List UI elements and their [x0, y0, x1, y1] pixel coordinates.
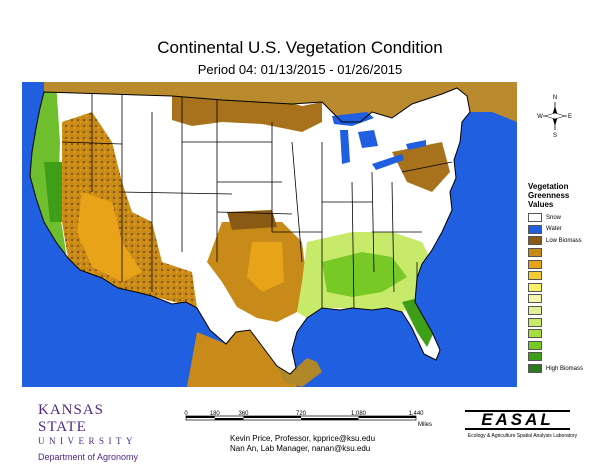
map-title: Continental U.S. Vegetation Condition [157, 38, 443, 57]
legend-item [528, 305, 594, 317]
scale-tick-label: 180 [210, 411, 221, 417]
legend-item: High Biomass [528, 363, 594, 375]
legend-swatch [528, 271, 542, 281]
contact-line: Kevin Price, Professor, kpprice@ksu.edu [230, 434, 376, 443]
legend-item: Low Biomass [528, 235, 594, 247]
lake-ontario [406, 140, 426, 150]
contacts: Kevin Price, Professor, kpprice@ksu.edu … [230, 434, 375, 454]
scale-bar-segment [214, 418, 244, 420]
ksu-logo: KANSAS STATE UNIVERSITY Department of Ag… [38, 402, 153, 462]
legend-item [528, 316, 594, 328]
legend-swatch [528, 364, 542, 374]
easal-logo: EASAL Ecology & Agriculture Spatial Anal… [455, 410, 590, 444]
legend-swatch [528, 236, 542, 246]
lake-erie [372, 154, 404, 170]
scale-bar: 0 180 360 720 1,080 1,440 Miles [184, 411, 432, 428]
legend-swatch [528, 259, 542, 269]
compass-n: N [553, 95, 557, 101]
mexico-land [187, 330, 297, 387]
legend-title-line: Vegetation [528, 182, 569, 191]
legend-title-line: Values [528, 200, 554, 209]
map-subtitle: Period 04: 01/13/2015 - 01/26/2015 [197, 62, 403, 77]
legend-swatch [528, 282, 542, 292]
legend-swatch [528, 248, 542, 258]
scale-tick-label: 1,440 [408, 411, 424, 417]
legend-item [528, 270, 594, 282]
scale-tick-label: 1,080 [351, 411, 367, 417]
scale-tick-label: 0 [184, 411, 188, 417]
legend-item [528, 258, 594, 270]
compass-rose-icon: N S E W [537, 95, 572, 138]
vegetation-map [22, 82, 517, 387]
scale-bar-segment [186, 416, 215, 418]
legend-item [528, 282, 594, 294]
legend-label: High Biomass [546, 365, 584, 372]
legend-label: Low Biomass [546, 237, 582, 244]
legend-item [528, 247, 594, 259]
compass-e: E [568, 114, 572, 120]
legend-item [528, 351, 594, 363]
contact-line: Nan An, Lab Manager, nanan@ksu.edu [230, 444, 371, 453]
legend-label: Snow [546, 214, 562, 221]
legend-item: Snow [528, 212, 594, 224]
legend-swatch [528, 213, 542, 223]
scale-unit: Miles [418, 422, 432, 428]
legend-swatch [528, 329, 542, 339]
legend-items: Snow Water Low Biomass High Biomass [528, 212, 594, 374]
legend-item [528, 328, 594, 340]
canada-land [44, 82, 517, 122]
legend-title-line: Greenness [528, 191, 570, 200]
legend-item: Water [528, 224, 594, 236]
legend-swatch [528, 306, 542, 316]
compass-s: S [553, 133, 557, 138]
scale-bar-segment [301, 418, 359, 420]
legend-swatch [528, 317, 542, 327]
ksu-university: UNIVERSITY [38, 436, 137, 446]
legend-swatch [528, 352, 542, 362]
ksu-department: Department of Agronomy [38, 452, 139, 462]
scale-tick-label: 360 [238, 411, 249, 417]
legend-item [528, 340, 594, 352]
legend: Vegetation Greenness Values Snow Water Low… [528, 182, 594, 374]
legend-label: Water [546, 226, 562, 233]
easal-subtitle: Ecology & Agriculture Spatial Analysis L… [467, 433, 578, 439]
legend-swatch [528, 294, 542, 304]
scale-tick-label: 720 [296, 411, 307, 417]
easal-name: EASAL [465, 410, 570, 430]
scale-bar-segment [243, 416, 301, 418]
northern-plains [172, 96, 322, 132]
legend-swatch [528, 224, 542, 234]
ksu-name: KANSAS STATE [38, 402, 105, 435]
lake-huron [358, 130, 378, 148]
legend-item [528, 293, 594, 305]
lake-michigan [340, 130, 350, 164]
legend-swatch [528, 340, 542, 350]
scale-bar-segment [358, 416, 416, 418]
state-borders [61, 88, 453, 309]
compass-w: W [537, 114, 543, 120]
